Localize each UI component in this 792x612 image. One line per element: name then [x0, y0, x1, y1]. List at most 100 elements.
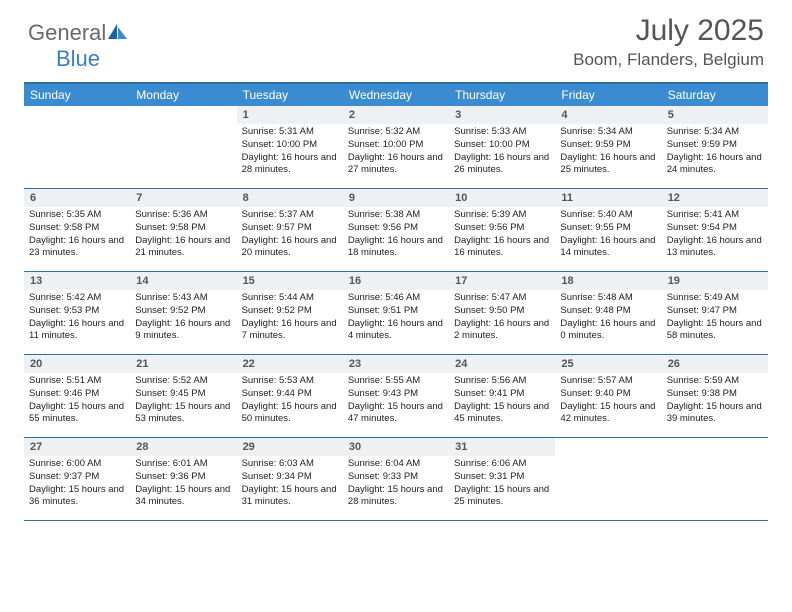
day-cell [24, 106, 130, 188]
day-number: 11 [555, 189, 661, 207]
day-cell: 22Sunrise: 5:53 AMSunset: 9:44 PMDayligh… [237, 355, 343, 437]
daylight-line: Daylight: 16 hours and 9 minutes. [135, 318, 231, 343]
day-body: Sunrise: 5:32 AMSunset: 10:00 PMDaylight… [343, 124, 449, 181]
day-body: Sunrise: 5:34 AMSunset: 9:59 PMDaylight:… [555, 124, 661, 181]
day-number: 23 [343, 355, 449, 373]
day-cell: 2Sunrise: 5:32 AMSunset: 10:00 PMDayligh… [343, 106, 449, 188]
month-title: July 2025 [573, 14, 764, 48]
sunrise-line: Sunrise: 5:33 AM [454, 126, 550, 138]
day-number: 21 [130, 355, 236, 373]
daylight-line: Daylight: 16 hours and 14 minutes. [560, 235, 656, 260]
sunset-line: Sunset: 9:55 PM [560, 222, 656, 234]
day-body: Sunrise: 5:41 AMSunset: 9:54 PMDaylight:… [662, 207, 768, 264]
sunset-line: Sunset: 9:59 PM [667, 139, 763, 151]
sunrise-line: Sunrise: 5:31 AM [242, 126, 338, 138]
day-number: 24 [449, 355, 555, 373]
day-number: 12 [662, 189, 768, 207]
daylight-line: Daylight: 16 hours and 2 minutes. [454, 318, 550, 343]
day-cell: 8Sunrise: 5:37 AMSunset: 9:57 PMDaylight… [237, 189, 343, 271]
sunset-line: Sunset: 9:58 PM [29, 222, 125, 234]
sunrise-line: Sunrise: 5:32 AM [348, 126, 444, 138]
sunrise-line: Sunrise: 6:03 AM [242, 458, 338, 470]
day-body: Sunrise: 5:40 AMSunset: 9:55 PMDaylight:… [555, 207, 661, 264]
day-number: 7 [130, 189, 236, 207]
sunrise-line: Sunrise: 5:36 AM [135, 209, 231, 221]
dow-header: Friday [555, 84, 661, 106]
sunset-line: Sunset: 9:38 PM [667, 388, 763, 400]
sunset-line: Sunset: 9:59 PM [560, 139, 656, 151]
day-number: 20 [24, 355, 130, 373]
logo-part1: General [28, 20, 106, 45]
day-number: 13 [24, 272, 130, 290]
day-cell: 15Sunrise: 5:44 AMSunset: 9:52 PMDayligh… [237, 272, 343, 354]
dow-header: Tuesday [237, 84, 343, 106]
day-number: 25 [555, 355, 661, 373]
sunset-line: Sunset: 9:54 PM [667, 222, 763, 234]
sunset-line: Sunset: 9:53 PM [29, 305, 125, 317]
daylight-line: Daylight: 15 hours and 42 minutes. [560, 401, 656, 426]
day-number: 1 [237, 106, 343, 124]
day-cell: 11Sunrise: 5:40 AMSunset: 9:55 PMDayligh… [555, 189, 661, 271]
day-cell: 10Sunrise: 5:39 AMSunset: 9:56 PMDayligh… [449, 189, 555, 271]
day-number: 27 [24, 438, 130, 456]
day-body: Sunrise: 6:00 AMSunset: 9:37 PMDaylight:… [24, 456, 130, 513]
day-cell: 30Sunrise: 6:04 AMSunset: 9:33 PMDayligh… [343, 438, 449, 520]
day-cell: 16Sunrise: 5:46 AMSunset: 9:51 PMDayligh… [343, 272, 449, 354]
day-cell: 4Sunrise: 5:34 AMSunset: 9:59 PMDaylight… [555, 106, 661, 188]
day-cell: 1Sunrise: 5:31 AMSunset: 10:00 PMDayligh… [237, 106, 343, 188]
day-cell: 26Sunrise: 5:59 AMSunset: 9:38 PMDayligh… [662, 355, 768, 437]
daylight-line: Daylight: 16 hours and 25 minutes. [560, 152, 656, 177]
sunrise-line: Sunrise: 5:43 AM [135, 292, 231, 304]
day-body: Sunrise: 5:33 AMSunset: 10:00 PMDaylight… [449, 124, 555, 181]
logo-part2: Blue [56, 46, 100, 71]
daylight-line: Daylight: 16 hours and 18 minutes. [348, 235, 444, 260]
day-number: 3 [449, 106, 555, 124]
sunrise-line: Sunrise: 5:56 AM [454, 375, 550, 387]
day-number: 15 [237, 272, 343, 290]
sunset-line: Sunset: 9:52 PM [242, 305, 338, 317]
sunset-line: Sunset: 9:33 PM [348, 471, 444, 483]
day-cell: 17Sunrise: 5:47 AMSunset: 9:50 PMDayligh… [449, 272, 555, 354]
daylight-line: Daylight: 16 hours and 27 minutes. [348, 152, 444, 177]
sunrise-line: Sunrise: 5:47 AM [454, 292, 550, 304]
daylight-line: Daylight: 15 hours and 53 minutes. [135, 401, 231, 426]
day-body: Sunrise: 5:39 AMSunset: 9:56 PMDaylight:… [449, 207, 555, 264]
logo: General Blue [28, 20, 128, 72]
day-cell: 5Sunrise: 5:34 AMSunset: 9:59 PMDaylight… [662, 106, 768, 188]
daylight-line: Daylight: 16 hours and 11 minutes. [29, 318, 125, 343]
daylight-line: Daylight: 15 hours and 28 minutes. [348, 484, 444, 509]
day-body: Sunrise: 5:36 AMSunset: 9:58 PMDaylight:… [130, 207, 236, 264]
day-cell: 27Sunrise: 6:00 AMSunset: 9:37 PMDayligh… [24, 438, 130, 520]
header: General Blue July 2025 Boom, Flanders, B… [0, 0, 792, 78]
daylight-line: Daylight: 16 hours and 21 minutes. [135, 235, 231, 260]
sunset-line: Sunset: 10:00 PM [242, 139, 338, 151]
sunset-line: Sunset: 9:48 PM [560, 305, 656, 317]
day-cell [662, 438, 768, 520]
sunrise-line: Sunrise: 5:57 AM [560, 375, 656, 387]
day-number: 22 [237, 355, 343, 373]
sunrise-line: Sunrise: 5:35 AM [29, 209, 125, 221]
day-number: 28 [130, 438, 236, 456]
day-body: Sunrise: 5:31 AMSunset: 10:00 PMDaylight… [237, 124, 343, 181]
sunrise-line: Sunrise: 5:40 AM [560, 209, 656, 221]
day-cell [555, 438, 661, 520]
sunrise-line: Sunrise: 5:53 AM [242, 375, 338, 387]
day-body: Sunrise: 5:44 AMSunset: 9:52 PMDaylight:… [237, 290, 343, 347]
sunrise-line: Sunrise: 5:41 AM [667, 209, 763, 221]
weeks-container: 1Sunrise: 5:31 AMSunset: 10:00 PMDayligh… [24, 106, 768, 521]
day-number: 19 [662, 272, 768, 290]
daylight-line: Daylight: 15 hours and 39 minutes. [667, 401, 763, 426]
day-cell: 25Sunrise: 5:57 AMSunset: 9:40 PMDayligh… [555, 355, 661, 437]
daylight-line: Daylight: 16 hours and 4 minutes. [348, 318, 444, 343]
sunset-line: Sunset: 9:34 PM [242, 471, 338, 483]
sunset-line: Sunset: 9:56 PM [454, 222, 550, 234]
week-row: 13Sunrise: 5:42 AMSunset: 9:53 PMDayligh… [24, 272, 768, 355]
daylight-line: Daylight: 15 hours and 47 minutes. [348, 401, 444, 426]
day-number: 6 [24, 189, 130, 207]
sunset-line: Sunset: 9:36 PM [135, 471, 231, 483]
day-body: Sunrise: 5:47 AMSunset: 9:50 PMDaylight:… [449, 290, 555, 347]
day-cell: 21Sunrise: 5:52 AMSunset: 9:45 PMDayligh… [130, 355, 236, 437]
day-number: 2 [343, 106, 449, 124]
sunset-line: Sunset: 9:31 PM [454, 471, 550, 483]
day-body: Sunrise: 6:01 AMSunset: 9:36 PMDaylight:… [130, 456, 236, 513]
